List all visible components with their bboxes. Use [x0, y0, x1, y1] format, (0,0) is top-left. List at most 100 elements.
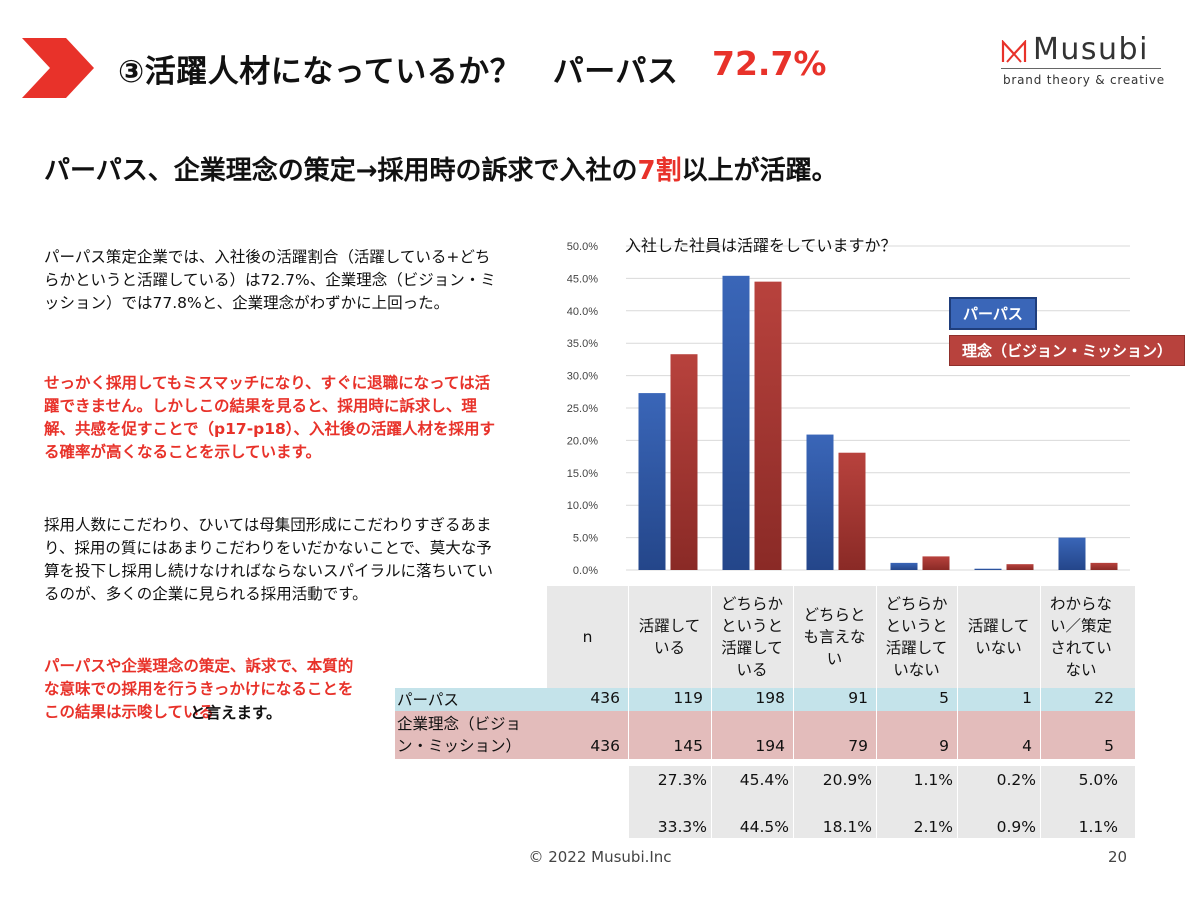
y-tick-label: 5.0% [573, 533, 598, 545]
table-cell-value: 194 [755, 737, 785, 755]
table-percent-value: 27.3% [657, 771, 707, 789]
body-paragraph-4-tail: と言えます。 [190, 704, 282, 722]
table-header-cell: どちらと も言えない [793, 586, 876, 688]
table-cell-value: 119 [673, 689, 703, 707]
sub-headline-highlight: 7割 [637, 156, 682, 186]
brand-divider [1001, 68, 1161, 69]
table-header-text: い／策定 [1049, 617, 1112, 635]
table-header-text: いない [975, 639, 1022, 657]
table-percent-value: 2.1% [913, 818, 953, 836]
table-header-text: ない [1065, 661, 1097, 679]
musubi-m-logo-icon [1001, 40, 1027, 63]
table-header-text: どちらか [885, 595, 948, 613]
table-header-cell: どちらかというと活躍している [711, 586, 793, 688]
table-header-text: というと [720, 617, 783, 635]
table-cell-value: 79 [848, 737, 868, 755]
y-tick-label: 10.0% [567, 500, 598, 512]
table-header-text: いない [893, 661, 940, 679]
table-cell-value: 91 [848, 689, 868, 707]
table-header-text: 活躍して [885, 639, 948, 657]
table-percent-value: 1.1% [913, 771, 953, 789]
brand-tagline: brand theory & creative [1003, 73, 1165, 87]
bar-philosophy-3 [922, 556, 950, 570]
sub-headline-part1: パーパス、企業理念の策定→採用時の訴求で入社の [44, 156, 638, 186]
table-column-divider [957, 586, 958, 838]
table-percent-value: 0.9% [996, 818, 1036, 836]
table-header-background [547, 586, 1135, 688]
table-cell-value: 9 [939, 737, 949, 755]
table-header-text: されてい [1050, 639, 1112, 657]
table-header-text: 活躍して [721, 639, 783, 657]
table-column-divider [711, 586, 712, 838]
table-cell-value: 5 [1104, 737, 1114, 755]
table-header-cell: わからない／策定されていない [1040, 586, 1122, 688]
y-tick-label: 50.0% [567, 241, 598, 253]
table-row-label-purpose: パーパス [397, 691, 459, 709]
table-header-cell: 活躍して いる [628, 586, 711, 688]
y-tick-label: 0.0% [573, 565, 598, 577]
table-header-cell: n [547, 586, 628, 688]
bar-purpose-0 [638, 393, 666, 570]
table-header-text: 活躍して [638, 617, 701, 635]
table-cell-value: 198 [755, 689, 785, 707]
table-header-text: わからな [1049, 595, 1112, 613]
bar-purpose-4 [974, 568, 1002, 570]
table-percent-value: 18.1% [822, 818, 872, 836]
table-column-divider [793, 586, 794, 838]
table-column-divider [628, 586, 629, 838]
table-cell-value: 145 [673, 737, 703, 755]
table-header-text: どちらと [803, 606, 866, 624]
table-cell-value: 1 [1022, 689, 1032, 707]
bar-philosophy-1 [754, 281, 782, 570]
table-row-philosophy-background [395, 711, 1135, 759]
y-tick-label: 25.0% [567, 403, 598, 415]
red-chevron-arrow-icon [22, 38, 94, 98]
brand-name: Musubi [1033, 32, 1149, 67]
table-percent-value: 5.0% [1078, 771, 1118, 789]
y-tick-label: 40.0% [567, 306, 598, 318]
bar-chart: 0.0% 5.0% 10.0% 15.0% 20.0% 25.0% 30.0% 35.0% 40… [567, 241, 1130, 577]
legend-philosophy: 理念（ビジョン・ミッション） [949, 335, 1186, 366]
table-header-text: というと [885, 617, 948, 635]
table-column-divider [876, 586, 877, 838]
bar-purpose-1 [722, 275, 750, 570]
bar-philosophy-4 [1006, 564, 1034, 570]
table-percent-value: 0.2% [996, 771, 1036, 789]
page-number: 20 [1108, 848, 1128, 866]
table-cell-value: 5 [939, 689, 949, 707]
table-header-text: い [826, 650, 843, 668]
bar-purpose-3 [890, 562, 918, 570]
bar-philosophy-2 [838, 452, 866, 570]
table-percent-background [628, 766, 1135, 838]
table-cell-value: 4 [1022, 737, 1032, 755]
table-header-cell: 活躍して いない [957, 586, 1040, 688]
table-header-text: いる [653, 639, 685, 657]
sub-headline-part2: 以上が活躍。 [681, 156, 838, 186]
table-cell-value: 22 [1094, 689, 1114, 707]
body-paragraph-3: 採用人数にこだわり、ひいては母集団形成にこだわりすぎるあまり、採用の質にはあまり… [44, 516, 494, 603]
table-percent-value: 20.9% [822, 771, 872, 789]
y-tick-label: 30.0% [567, 371, 598, 383]
table-row-label-philosophy: 企業理念（ビジョ [397, 715, 522, 733]
table-header-text: いる [736, 661, 768, 679]
body-paragraph-4: パーパスや企業理念の策定、訴求で、本質的な意味での採用を行うきっかけになることを… [44, 657, 354, 721]
table-header-text: n [582, 628, 593, 646]
table-header-text: 活躍して [967, 617, 1030, 635]
bar-philosophy-0 [670, 354, 698, 570]
table-cell-value: 436 [590, 737, 620, 755]
legend-purpose: パーパス [949, 297, 1037, 330]
bar-philosophy-5 [1090, 562, 1118, 570]
table-cell-value: 436 [590, 689, 620, 707]
bar-purpose-5 [1058, 537, 1086, 570]
body-paragraph-1: パーパス策定企業では、入社後の活躍割合（活躍している+どちらかというと活躍してい… [44, 248, 496, 312]
table-percent-value: 45.4% [739, 771, 789, 789]
y-tick-label: 15.0% [567, 468, 598, 480]
table-header-text: どちらか [720, 595, 783, 613]
y-tick-label: 20.0% [567, 435, 598, 447]
chart-title: 入社した社員は活躍をしていますか？ [625, 236, 897, 255]
table-percent-value: 44.5% [739, 818, 789, 836]
table-column-divider [1040, 586, 1041, 838]
y-tick-label: 45.0% [567, 273, 598, 285]
slide-title: ③活躍人材になっているか？ パーパス [118, 54, 679, 90]
